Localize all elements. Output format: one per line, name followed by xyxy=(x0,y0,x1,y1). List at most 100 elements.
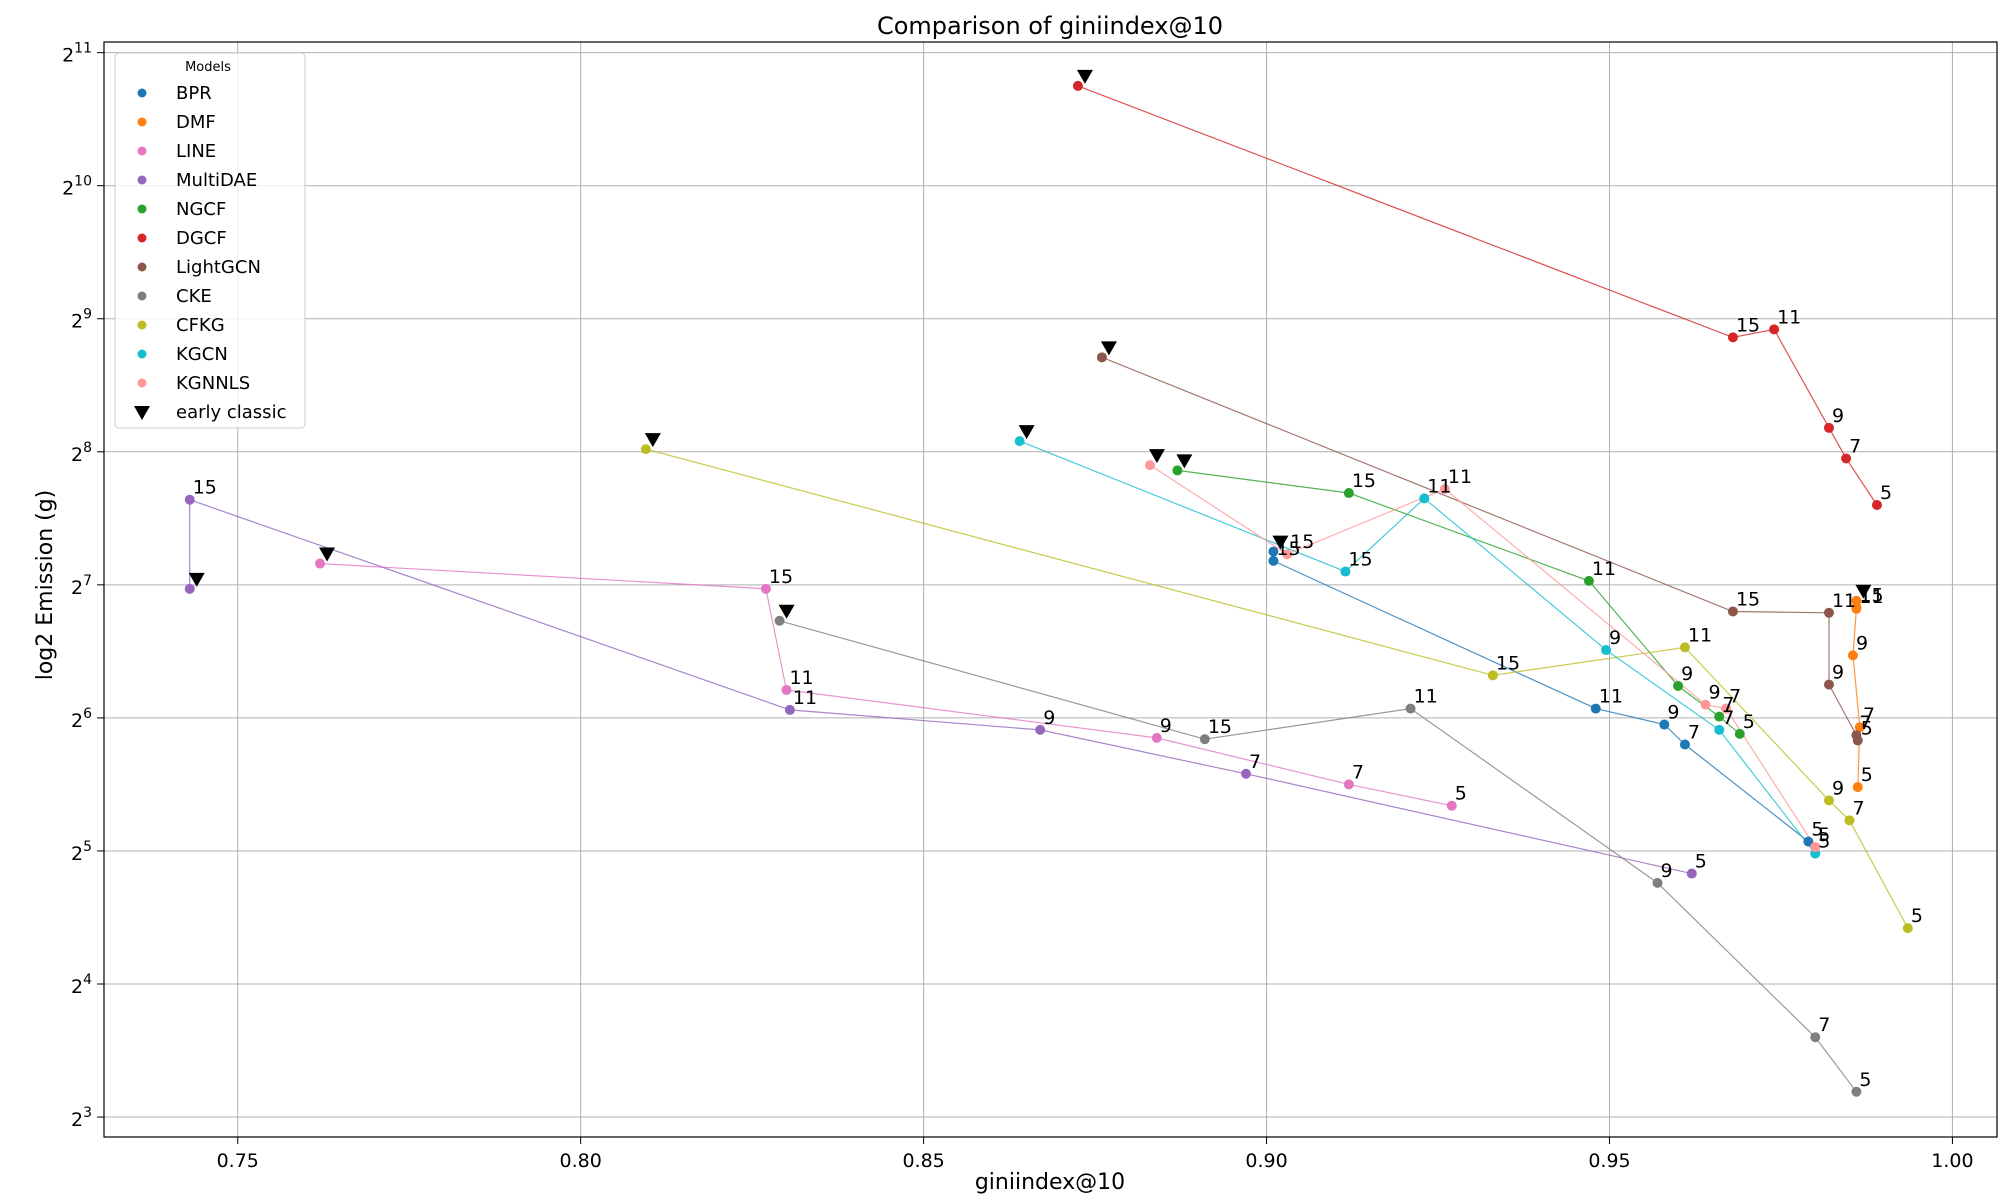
series-line-cfkg xyxy=(645,448,1909,929)
point-cfkg-9 xyxy=(1823,795,1834,806)
point-line-early xyxy=(315,558,326,569)
point-lightgcn-early xyxy=(1096,352,1107,363)
point-label-kgcn-5: 5 xyxy=(1818,831,1830,853)
point-label-dgcf-9: 9 xyxy=(1832,405,1844,427)
point-label-line-5: 5 xyxy=(1455,783,1467,805)
point-dmf-11 xyxy=(1851,603,1862,614)
point-cke-5 xyxy=(1851,1086,1862,1097)
point-label-bpr-9: 9 xyxy=(1667,702,1679,724)
early-classic-markers xyxy=(188,69,1872,619)
early-classic-marker-bpr xyxy=(1272,535,1289,550)
point-cke-7 xyxy=(1810,1032,1821,1043)
series-line-dgcf xyxy=(1077,85,1878,506)
point-bpr-early xyxy=(1268,546,1279,557)
point-cke-9 xyxy=(1652,877,1663,888)
point-line-9 xyxy=(1151,732,1162,743)
point-ngcf-early xyxy=(1172,465,1183,476)
point-lightgcn-5 xyxy=(1852,735,1863,746)
point-lightgcn-15 xyxy=(1727,606,1738,617)
point-lightgcn-9 xyxy=(1823,679,1834,690)
legend-marker-lightgcn xyxy=(137,262,147,272)
point-cfkg-5 xyxy=(1902,923,1913,934)
point-ngcf-15 xyxy=(1343,488,1354,499)
point-label-multidae-11: 11 xyxy=(793,687,817,709)
point-label-lightgcn-5: 5 xyxy=(1861,718,1873,740)
point-kgcn-11 xyxy=(1419,493,1430,504)
y-axis-ticks: 23 24 25 26 27 28 29 210 211 xyxy=(62,41,104,1131)
point-label-dgcf-5: 5 xyxy=(1880,482,1892,504)
point-label-line-15: 15 xyxy=(769,566,793,588)
point-label-kgnnls-11: 11 xyxy=(1448,466,1472,488)
point-kgnnls-9 xyxy=(1700,699,1711,710)
y-tick-label: 210 xyxy=(62,174,92,200)
legend-entry-kgcn: KGCN xyxy=(176,344,228,365)
point-label-dmf-11: 11 xyxy=(1859,586,1883,608)
legend-marker-early-classic xyxy=(134,406,150,420)
point-cfkg-15 xyxy=(1487,670,1498,681)
point-label-cke-11: 11 xyxy=(1414,686,1438,708)
point-kgcn-15 xyxy=(1340,566,1351,577)
point-label-bpr-5: 5 xyxy=(1811,819,1823,841)
series-line-cke xyxy=(779,620,1857,1093)
point-ngcf-7 xyxy=(1714,711,1725,722)
point-bpr-11 xyxy=(1590,703,1601,714)
point-kgnnls-7 xyxy=(1721,703,1732,714)
point-label-cke-15: 15 xyxy=(1208,716,1232,738)
point-label-dgcf-7: 7 xyxy=(1849,435,1861,457)
early-classic-marker-cfkg xyxy=(644,433,661,448)
legend-marker-cfkg xyxy=(137,320,147,330)
point-bpr-9 xyxy=(1659,719,1670,730)
point-cke-15 xyxy=(1199,734,1210,745)
point-line-7 xyxy=(1343,779,1354,790)
legend-marker-kgcn xyxy=(137,349,147,359)
legend-entry-kgnnls: KGNNLS xyxy=(176,373,250,394)
point-dmf-9 xyxy=(1847,650,1858,661)
legend-marker-kgnnls xyxy=(137,378,147,388)
point-label-ngcf-9: 9 xyxy=(1681,663,1693,685)
grid xyxy=(104,42,1997,1137)
point-label-cfkg-7: 7 xyxy=(1853,797,1865,819)
point-label-cke-7: 7 xyxy=(1818,1014,1830,1036)
y-tick-label: 28 xyxy=(71,440,92,466)
point-label-multidae-5: 5 xyxy=(1695,851,1707,873)
legend-entry-lightgcn: LightGCN xyxy=(176,257,261,278)
point-label-kgnnls-7: 7 xyxy=(1729,686,1741,708)
point-cke-early xyxy=(774,615,785,626)
point-label-multidae-15: 15 xyxy=(193,477,217,499)
point-bpr-7 xyxy=(1679,739,1690,750)
series-points xyxy=(184,80,1913,1097)
point-label-multidae-9: 9 xyxy=(1043,707,1055,729)
legend-entry-bpr: BPR xyxy=(176,83,212,104)
point-line-5 xyxy=(1446,800,1457,811)
legend-title: Models xyxy=(185,60,231,75)
point-label-kgcn-7: 7 xyxy=(1722,707,1734,729)
point-dgcf-15 xyxy=(1727,332,1738,343)
point-dgcf-11 xyxy=(1769,324,1780,335)
legend-box xyxy=(114,52,306,429)
y-tick-label: 211 xyxy=(62,41,92,67)
point-label-kgcn-11: 11 xyxy=(1427,475,1451,497)
point-label-cfkg-9: 9 xyxy=(1832,777,1844,799)
legend: Models BPR DMF LINE MultiDAE NGCF DGCF LightGC… xyxy=(114,52,306,429)
point-label-cfkg-11: 11 xyxy=(1688,624,1712,646)
point-label-lightgcn-11: 11 xyxy=(1832,590,1856,612)
point-bpr-15 xyxy=(1268,555,1279,566)
y-tick-label: 24 xyxy=(71,972,92,998)
point-label-multidae-7: 7 xyxy=(1249,751,1261,773)
chart-title: Comparison of giniindex@10 xyxy=(877,12,1223,40)
x-tick-label: 0.85 xyxy=(902,1150,944,1172)
point-kgcn-7 xyxy=(1714,724,1725,735)
plot-frame xyxy=(103,41,1998,1138)
early-classic-marker-kgcn xyxy=(1018,425,1035,440)
point-cfkg-11 xyxy=(1679,642,1690,653)
point-multidae-early xyxy=(184,583,195,594)
point-multidae-11 xyxy=(784,704,795,715)
point-label-lightgcn-9: 9 xyxy=(1832,662,1844,684)
point-ngcf-11 xyxy=(1583,575,1594,586)
point-label-cke-5: 5 xyxy=(1859,1069,1871,1091)
early-classic-marker-multidae xyxy=(188,572,205,587)
point-label-dmf-5: 5 xyxy=(1861,764,1873,786)
point-dgcf-5 xyxy=(1871,500,1882,511)
x-tick-label: 1.00 xyxy=(1931,1150,1973,1172)
